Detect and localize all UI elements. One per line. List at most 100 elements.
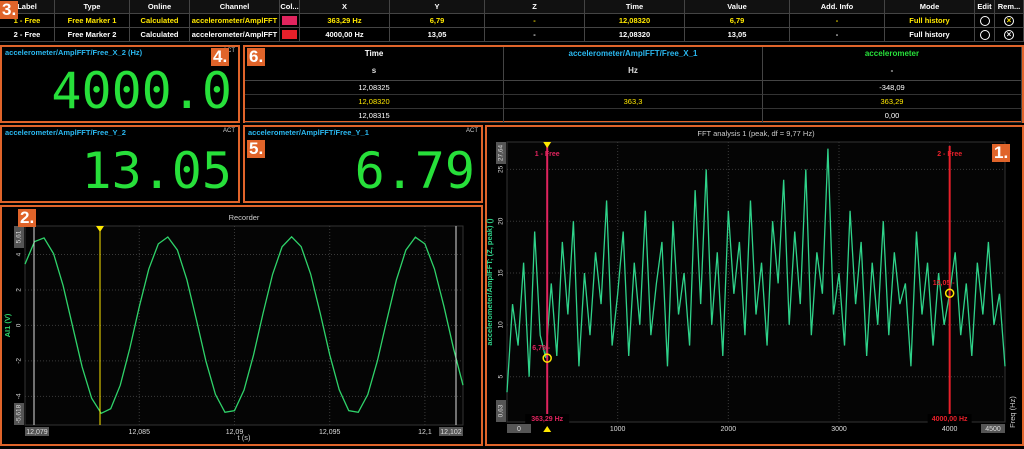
axis-limit-box: [507, 424, 531, 433]
column-header: Type: [55, 0, 130, 14]
column-header: Add. Info: [790, 0, 885, 14]
y-tick-label: 0: [16, 323, 23, 327]
table-cell: accelerometer/AmplFFT: [190, 14, 280, 28]
table-cell: 0,00: [763, 109, 1022, 123]
marker-x-box: [927, 414, 972, 423]
x-axis-label: Freq (Hz): [1008, 396, 1017, 428]
column-header: X: [300, 0, 390, 14]
markers-table: Label Type Online Channel Col... X Y Z Time Value…: [0, 0, 1024, 43]
table-cell: 1 - Free: [0, 14, 55, 28]
x-tick-label: 12,095: [319, 429, 341, 436]
column-header: accelerometer: [763, 47, 1022, 61]
marker-point: [944, 288, 955, 298]
table-cell: Calculated: [130, 28, 190, 42]
display-badge: ACT: [223, 128, 235, 134]
y-tick-label: 5: [498, 375, 505, 379]
marker-x-label: 4000,00 Hz: [932, 416, 968, 423]
y-tick-label: -4: [16, 393, 23, 399]
table-cell: [504, 109, 763, 123]
plot-area: [506, 141, 1006, 423]
table-cell: 12,08320: [585, 28, 685, 42]
digital-display: accelerometer/AmplFFT/Free_Y_1 ACT 6.79: [243, 125, 483, 203]
marker-x-box: [525, 414, 570, 423]
axis-limit-box: [981, 424, 1005, 433]
axis-limit-box: [14, 226, 24, 248]
table-cell: 12,08320: [585, 14, 685, 28]
table-cell: [504, 81, 763, 95]
display-value: 6.79: [354, 142, 475, 200]
table-cell: 13,05: [390, 28, 485, 42]
x-limit-label: 12,079: [26, 429, 48, 436]
edit-cell: [975, 14, 995, 28]
table-cell: 12,08325: [245, 81, 504, 95]
table-cell: 363,3: [504, 95, 763, 109]
callout-number: 2.: [18, 208, 37, 227]
column-header: Z: [485, 0, 585, 14]
y-tick-label: 4: [16, 252, 23, 256]
marker-handle: [543, 426, 552, 432]
callout-number: 5.: [247, 139, 266, 158]
y-limit-label: -5,618: [16, 404, 23, 423]
remove-button[interactable]: ×: [1004, 16, 1014, 26]
column-header: Col...: [280, 0, 300, 14]
column-header: accelerometer/AmplFFT/Free_X_1: [504, 47, 763, 61]
axis-limit-box: [496, 400, 506, 422]
column-header: Channel: [190, 0, 280, 14]
y-limit-label: 0,63: [498, 404, 505, 417]
column-header: Time: [245, 47, 504, 61]
y-tick-label: 15: [498, 269, 505, 277]
display-title: accelerometer/AmplFFT/Free_X_2 (Hz): [5, 48, 143, 57]
table-cell: -: [790, 14, 885, 28]
x-tick-label: 12,1: [418, 429, 432, 436]
y-tick-label: 20: [498, 217, 505, 225]
color-swatch: [282, 30, 297, 39]
values-table: Time s accelerometer/AmplFFT/Free_X_1 Hz acc…: [243, 45, 1024, 123]
column-header: Edit: [975, 0, 995, 14]
table-cell: 12,08315: [245, 109, 504, 123]
marker-value-label: 13,05 -: [933, 280, 955, 287]
y-limit-label: 5,61: [16, 230, 23, 243]
callout-number: 6.: [247, 47, 266, 66]
axis-limit-box: [439, 427, 463, 436]
display-badge: ACT: [466, 128, 478, 134]
x-tick-label: 2000: [721, 426, 737, 433]
digital-display: accelerometer/AmplFFT/Free_Y_2 ACT 13.05: [0, 125, 240, 203]
table-cell: Calculated: [130, 14, 190, 28]
marker-label: 1 - Free: [535, 151, 560, 158]
column-header: Value: [685, 0, 790, 14]
x-limit-label: 12,102: [440, 429, 462, 436]
y-axis-label: accelerometer/AmplFFT; (Z, peak) (): [485, 218, 494, 346]
marker-handle: [543, 142, 552, 148]
color-cell: [280, 28, 300, 42]
table-cell: -: [485, 14, 585, 28]
column-header: Time: [585, 0, 685, 14]
x-tick-label: 12,085: [129, 429, 151, 436]
remove-button[interactable]: ×: [1004, 30, 1014, 40]
callout-number: 3.: [0, 0, 19, 19]
table-cell: 6,79: [390, 14, 485, 28]
x-limit-label: 0: [517, 426, 521, 433]
display-title: accelerometer/AmplFFT/Free_Y_2: [5, 128, 126, 137]
signal-line: [506, 148, 1006, 393]
x-tick-label: 4000: [942, 426, 958, 433]
edit-cell: [975, 28, 995, 42]
edit-button[interactable]: [980, 16, 990, 26]
table-cell: 2 - Free: [0, 28, 55, 42]
edit-button[interactable]: [980, 30, 990, 40]
axis-limit-box: [496, 142, 506, 164]
column-unit: s: [245, 61, 504, 81]
column-header: Mode: [885, 0, 975, 14]
y-axis-label: AI1 (V): [3, 313, 12, 337]
color-cell: [280, 14, 300, 28]
table-cell: Free Marker 2: [55, 28, 130, 42]
chart-title: Recorder: [229, 213, 260, 222]
marker-point: [542, 353, 552, 363]
table-cell: -: [485, 28, 585, 42]
display-value: 4000.0: [51, 62, 232, 120]
y-tick-label: 10: [498, 321, 505, 329]
table-cell: accelerometer/AmplFFT: [190, 28, 280, 42]
marker-label: 2 - Free: [937, 151, 962, 158]
table-cell: Full history: [885, 14, 975, 28]
